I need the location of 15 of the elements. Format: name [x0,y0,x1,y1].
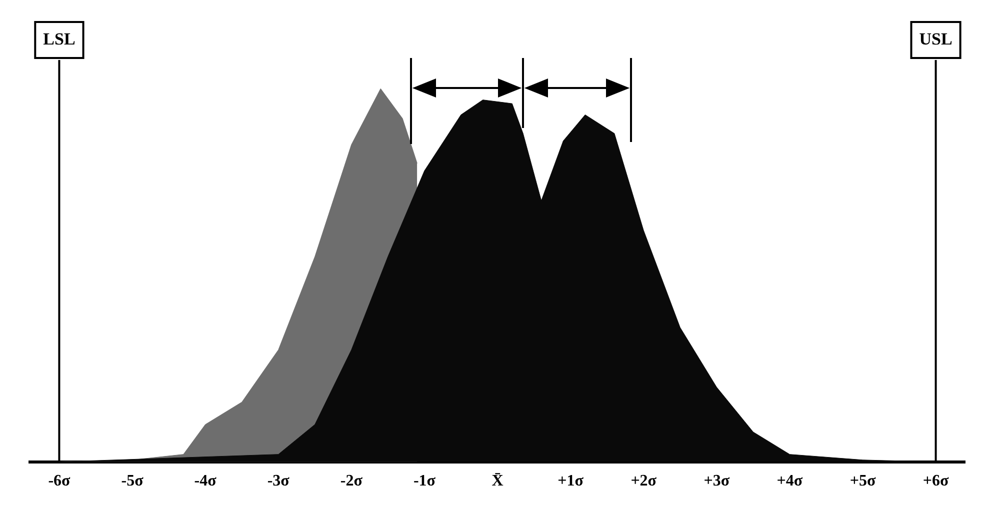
ref-line-label: USL [919,29,952,48]
x-tick-label: +4σ [776,472,803,490]
x-tick-label: X̄ [492,472,504,490]
x-tick-label: -6σ [48,472,71,490]
x-tick-label: +3σ [704,472,730,490]
x-tick-label: -1σ [413,472,436,490]
x-tick-label: +6σ [922,472,949,490]
ref-line-label: LSL [43,29,76,48]
x-tick-label: -4σ [194,472,217,490]
x-tick-label: -2σ [340,472,363,490]
x-tick-label: +2σ [630,472,657,490]
x-tick-label: +1σ [558,472,584,490]
x-tick-label: +5σ [850,472,876,490]
x-tick-label: -5σ [121,472,144,490]
x-tick-label: -3σ [267,472,290,490]
